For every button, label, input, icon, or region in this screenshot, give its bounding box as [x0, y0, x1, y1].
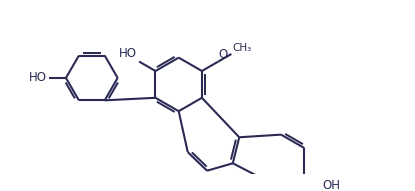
- Text: HO: HO: [119, 47, 137, 60]
- Text: O: O: [219, 48, 228, 61]
- Text: OH: OH: [322, 179, 340, 191]
- Text: HO: HO: [29, 71, 47, 84]
- Text: CH₃: CH₃: [232, 43, 251, 53]
